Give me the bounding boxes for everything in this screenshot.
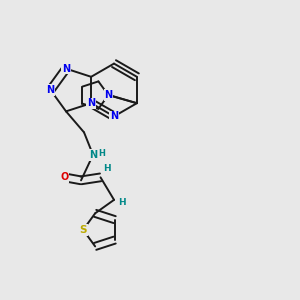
Text: N: N (62, 64, 70, 74)
Text: S: S (80, 225, 87, 235)
Text: N: N (87, 98, 95, 108)
Text: N: N (104, 90, 112, 100)
Text: O: O (60, 172, 69, 182)
Text: H: H (118, 198, 126, 207)
Text: N: N (89, 150, 97, 160)
Text: N: N (46, 85, 55, 95)
Text: H: H (103, 164, 110, 173)
Text: H: H (98, 148, 105, 158)
Text: N: N (110, 111, 118, 122)
